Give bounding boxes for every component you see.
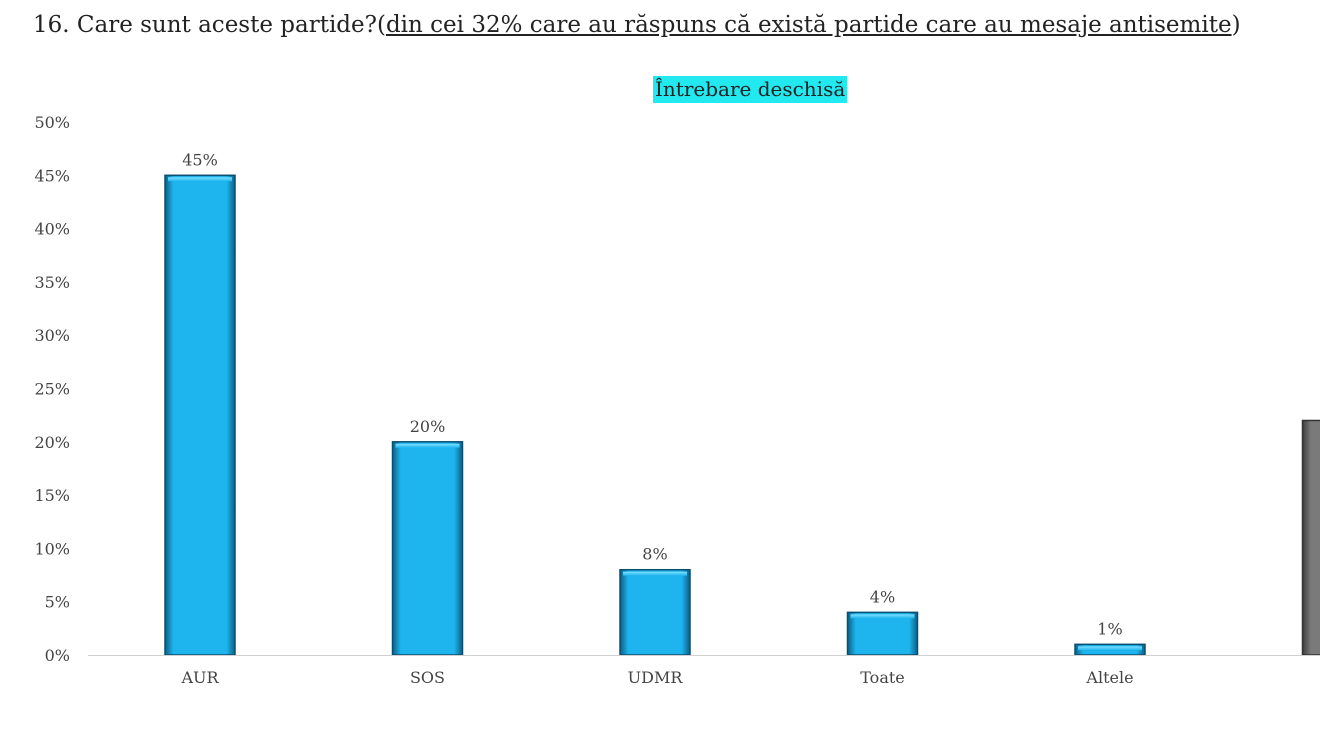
title-main: 16. Care sunt aceste partide? — [33, 12, 377, 38]
bar-highlight-udmr — [623, 571, 687, 576]
bar-highlight-aur — [168, 177, 232, 182]
x-tick-label-toate: Toate — [860, 668, 905, 687]
x-tick-label-sos: SOS — [410, 668, 445, 687]
x-tick-label-udmr: UDMR — [628, 668, 684, 687]
bar-highlight-sos — [395, 443, 460, 448]
y-tick-label: 20% — [34, 433, 70, 452]
y-tick-label: 50% — [34, 113, 70, 132]
y-tick-label: 10% — [34, 539, 70, 558]
chart-title: 16. Care sunt aceste partide?(din cei 32… — [33, 12, 1241, 38]
data-label-sos: 20% — [410, 417, 446, 436]
bar-udmr — [619, 568, 691, 656]
bar-highlight-altele — [1078, 646, 1142, 651]
data-label-udmr: 8% — [642, 545, 667, 564]
y-tick-label: 25% — [34, 380, 70, 399]
title-paren-open: ( — [376, 12, 386, 38]
y-tick-label: 35% — [34, 273, 70, 292]
data-label-altele: 1% — [1097, 619, 1122, 638]
data-label-aur: 45% — [182, 150, 218, 169]
y-tick-label: 0% — [45, 646, 70, 665]
x-tick-label-altele: Altele — [1085, 668, 1133, 687]
bar-aur — [164, 174, 236, 656]
y-axis: 0% 5% 10% 15% 20% 25% 30% 35% 40% 45% 50% — [34, 113, 70, 665]
y-tick-label: 5% — [45, 593, 70, 612]
y-tick-label: 45% — [34, 166, 70, 185]
y-tick-label: 40% — [34, 220, 70, 239]
bar-toate — [846, 611, 919, 656]
title-paren-close: ) — [1231, 12, 1241, 38]
title-subtitle: din cei 32% care au răspuns că există pa… — [385, 12, 1232, 38]
bar-highlight-toate — [850, 614, 915, 619]
bar-sos — [391, 441, 464, 656]
bar-n — [1301, 419, 1320, 656]
data-label-toate: 4% — [870, 587, 895, 606]
y-tick-label: 15% — [34, 486, 70, 505]
open-question-badge: Întrebare deschisă — [653, 76, 848, 103]
y-tick-label: 30% — [34, 326, 70, 345]
x-tick-label-aur: AUR — [180, 668, 219, 687]
